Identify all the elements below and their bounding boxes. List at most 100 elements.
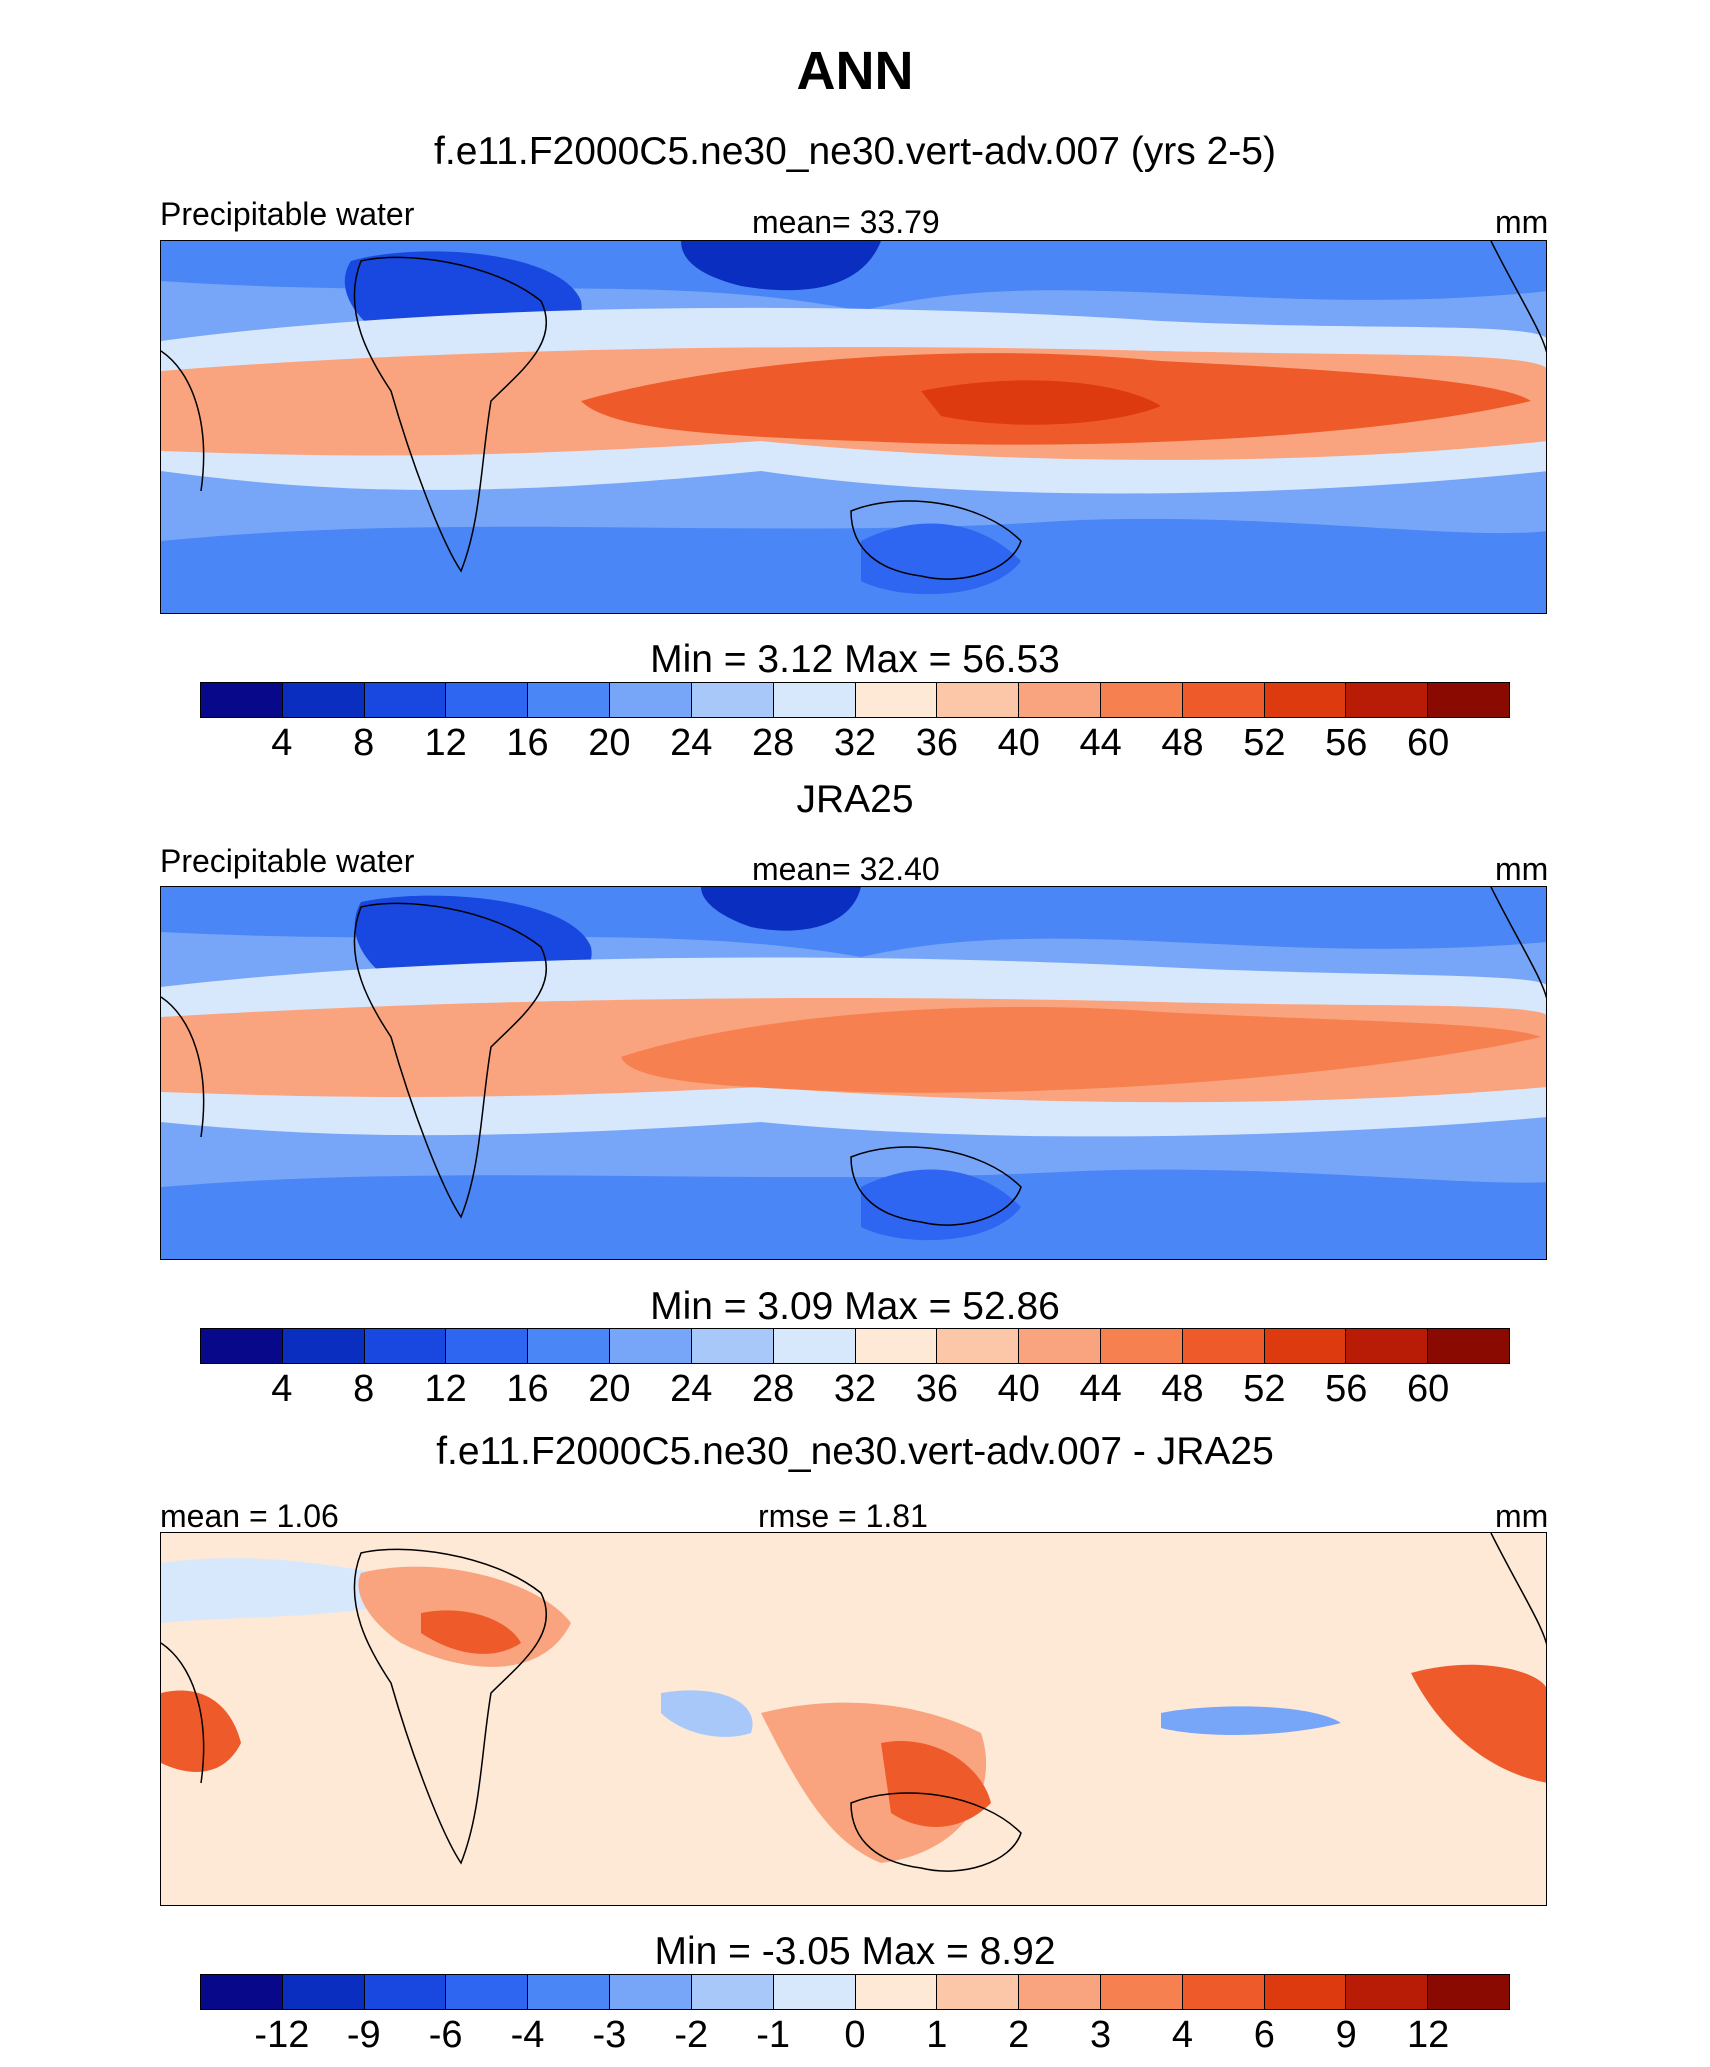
- panel-1-australia-coastline: [850, 500, 1022, 580]
- colorbar-box: [773, 1975, 856, 2009]
- colorbar-tick-label: 40: [997, 722, 1040, 764]
- panel-3-mean-label: mean = 1.06: [160, 1498, 339, 1534]
- colorbar-box: [773, 683, 856, 717]
- colorbar-tick-label: 16: [506, 722, 549, 764]
- colorbar-box: [1100, 683, 1183, 717]
- panel-2-variable-label: Precipitable water: [160, 843, 415, 879]
- panel-3-australia-coastline: [850, 1792, 1022, 1872]
- colorbar-tick-label: 28: [751, 722, 795, 764]
- panel-1-variable-label: Precipitable water: [160, 196, 415, 232]
- panel-1-colorbar: [200, 682, 1510, 718]
- colorbar-box: [282, 1329, 365, 1363]
- colorbar-box: [446, 1329, 529, 1363]
- colorbar-box: [1182, 1975, 1265, 2009]
- panel-3-min-max: Min = -3.05 Max = 8.92: [654, 1930, 1056, 1973]
- colorbar-box: [937, 1975, 1020, 2009]
- colorbar-box: [364, 1975, 447, 2009]
- colorbar-tick-label: 2: [1008, 2014, 1030, 2056]
- panel-2-warm-pool: [621, 1007, 1541, 1093]
- colorbar-box: [1019, 683, 1101, 717]
- panel-1-min-max: Min = 3.12 Max = 56.53: [650, 638, 1060, 681]
- panel-1-mean-label: mean= 33.79: [752, 204, 940, 240]
- colorbar-tick-label: 12: [424, 722, 467, 764]
- colorbar-tick-label: 44: [1079, 1368, 1122, 1410]
- panel-3-america-coastlines: [161, 1533, 1546, 1784]
- colorbar-tick-label: 8: [353, 722, 375, 764]
- colorbar-box: [282, 683, 365, 717]
- panel-3-title: f.e11.F2000C5.ne30_ne30.vert-adv.007 - J…: [436, 1430, 1274, 1473]
- panel-3-east-pacific-positive: [1411, 1664, 1546, 1783]
- colorbar-box: [528, 1975, 611, 2009]
- panel-3-units: mm: [1495, 1498, 1549, 1534]
- colorbar-tick-label: 9: [1335, 2014, 1357, 2056]
- colorbar-tick-label: 56: [1325, 1368, 1368, 1410]
- panel-3-indian-negative: [661, 1690, 753, 1737]
- colorbar-box: [364, 683, 447, 717]
- colorbar-tick-label: -4: [510, 2014, 545, 2056]
- colorbar-tick-label: 52: [1243, 1368, 1286, 1410]
- colorbar-box: [1428, 1975, 1509, 2009]
- colorbar-box: [364, 1329, 447, 1363]
- colorbar-box: [855, 683, 938, 717]
- colorbar-box: [691, 683, 774, 717]
- colorbar-tick-label: 32: [833, 722, 877, 764]
- colorbar-tick-label: 4: [271, 1368, 293, 1410]
- colorbar-box: [855, 1975, 938, 2009]
- panel-2-africa-coastline: [353, 902, 548, 1219]
- panel-2-map: [160, 886, 1547, 1260]
- panel-1-america-coastlines: [161, 241, 1546, 492]
- colorbar-box: [446, 1975, 529, 2009]
- colorbar-box: [1428, 683, 1509, 717]
- colorbar-box: [773, 1329, 856, 1363]
- panel-2-mean-label: mean= 32.40: [752, 851, 940, 887]
- colorbar-tick-label: 48: [1161, 722, 1204, 764]
- colorbar-tick-label: 60: [1406, 1368, 1450, 1410]
- main-title: ANN: [796, 41, 914, 101]
- colorbar-box: [1346, 1975, 1429, 2009]
- colorbar-tick-label: 48: [1161, 1368, 1204, 1410]
- colorbar-tick-label: -3: [592, 2014, 627, 2056]
- panel-1-colorbar-ticks: 4 8 12 16 20 24 28 32 36 40 44 48 52 56 60: [200, 722, 1510, 766]
- panel-2-america-coastlines: [161, 887, 1546, 1138]
- colorbar-tick-label: 40: [997, 1368, 1040, 1410]
- colorbar-tick-label: 24: [670, 1368, 713, 1410]
- panel-1-australia-dry-region: [861, 523, 1021, 595]
- colorbar-box: [1182, 1329, 1265, 1363]
- colorbar-tick-label: 1: [926, 2014, 948, 2056]
- colorbar-tick-label: 0: [844, 2014, 866, 2056]
- colorbar-tick-label: 32: [833, 1368, 877, 1410]
- colorbar-box: [282, 1975, 365, 2009]
- panel-1-africa-coastline: [353, 256, 548, 573]
- colorbar-box: [528, 683, 611, 717]
- colorbar-tick-label: -12: [254, 2014, 310, 2056]
- colorbar-box: [1428, 1329, 1509, 1363]
- panel-2-colorbar-ticks: 4 8 12 16 20 24 28 32 36 40 44 48 52 56 60: [200, 1368, 1510, 1412]
- colorbar-tick-label: 56: [1325, 722, 1368, 764]
- panel-2-title: JRA25: [796, 778, 914, 821]
- colorbar-tick-label: 12: [424, 1368, 467, 1410]
- panel-2-colorbar: [200, 1328, 1510, 1364]
- colorbar-box: [610, 1975, 692, 2009]
- panel-2-units: mm: [1495, 851, 1549, 887]
- colorbar-box: [201, 683, 283, 717]
- colorbar-tick-label: 44: [1079, 722, 1122, 764]
- colorbar-box: [855, 1329, 938, 1363]
- panel-1-south-dry-band: [161, 518, 1546, 613]
- panel-1-north-moist-band: [161, 241, 1546, 311]
- panel-2-tibet-dry-region: [701, 887, 861, 931]
- colorbar-tick-label: 28: [751, 1368, 795, 1410]
- colorbar-box: [610, 683, 692, 717]
- panel-1-title: f.e11.F2000C5.ne30_ne30.vert-adv.007 (yr…: [434, 130, 1276, 173]
- colorbar-tick-label: 52: [1243, 722, 1286, 764]
- panel-1-tibet-dry-region: [681, 241, 881, 291]
- colorbar-tick-label: 6: [1253, 2014, 1275, 2056]
- panel-1-warm-pool-core: [921, 380, 1161, 425]
- colorbar-box: [1182, 683, 1265, 717]
- panel-3-africa-coastline: [353, 1548, 548, 1865]
- colorbar-tick-label: 8: [353, 1368, 375, 1410]
- colorbar-box: [1264, 683, 1347, 717]
- colorbar-tick-label: -1: [756, 2014, 791, 2056]
- colorbar-tick-label: 20: [588, 722, 631, 764]
- colorbar-box: [1264, 1329, 1347, 1363]
- colorbar-box: [1100, 1975, 1183, 2009]
